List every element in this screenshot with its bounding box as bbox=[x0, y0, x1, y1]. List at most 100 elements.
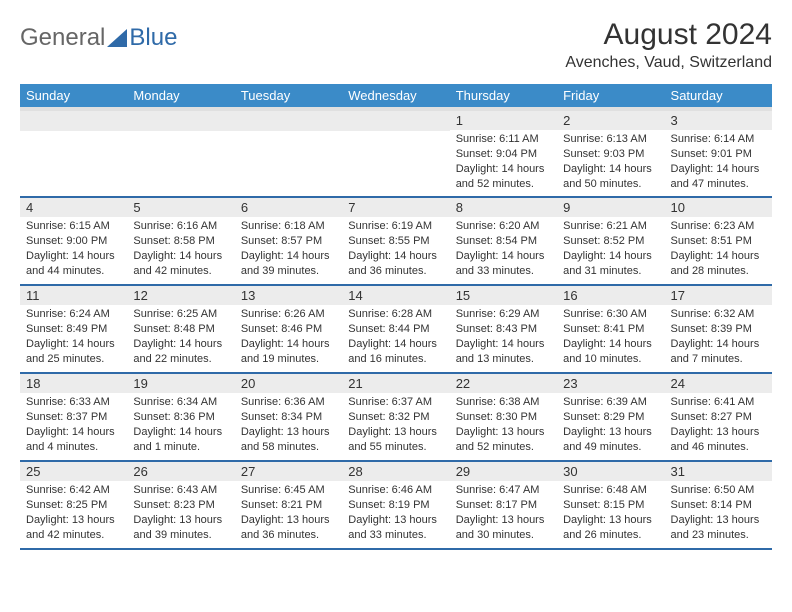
calendar-day-cell: 27 Sunrise: 6:45 AMSunset: 8:21 PMDayligh… bbox=[235, 461, 342, 549]
logo: General Blue bbox=[20, 18, 177, 52]
sunrise-text: Sunrise: 6:29 AM bbox=[456, 307, 551, 322]
weekday-header: Sunday bbox=[20, 84, 127, 109]
day-number-empty bbox=[235, 111, 342, 131]
weekday-header-row: Sunday Monday Tuesday Wednesday Thursday… bbox=[20, 84, 772, 109]
daylight-text: Daylight: 13 hours and 46 minutes. bbox=[671, 425, 766, 455]
sunset-text: Sunset: 8:36 PM bbox=[133, 410, 228, 425]
daylight-text: Daylight: 14 hours and 13 minutes. bbox=[456, 337, 551, 367]
day-details: Sunrise: 6:26 AMSunset: 8:46 PMDaylight:… bbox=[235, 305, 342, 370]
day-details: Sunrise: 6:29 AMSunset: 8:43 PMDaylight:… bbox=[450, 305, 557, 370]
sunrise-text: Sunrise: 6:19 AM bbox=[348, 219, 443, 234]
calendar-day-cell: 20Sunrise: 6:36 AMSunset: 8:34 PMDayligh… bbox=[235, 373, 342, 461]
calendar-day-cell bbox=[235, 109, 342, 197]
calendar-day-cell: 31Sunrise: 6:50 AMSunset: 8:14 PMDayligh… bbox=[665, 461, 772, 549]
sunset-text: Sunset: 8:27 PM bbox=[671, 410, 766, 425]
daylight-text: Daylight: 14 hours and 44 minutes. bbox=[26, 249, 121, 279]
sunset-text: Sunset: 8:29 PM bbox=[563, 410, 658, 425]
sunset-text: Sunset: 8:34 PM bbox=[241, 410, 336, 425]
sunrise-text: Sunrise: 6:38 AM bbox=[456, 395, 551, 410]
sunrise-text: Sunrise: 6:33 AM bbox=[26, 395, 121, 410]
sunset-text: Sunset: 8:25 PM bbox=[26, 498, 121, 513]
calendar-day-cell: 25Sunrise: 6:42 AMSunset: 8:25 PMDayligh… bbox=[20, 461, 127, 549]
daylight-text: Daylight: 14 hours and 19 minutes. bbox=[241, 337, 336, 367]
calendar-day-cell: 11Sunrise: 6:24 AMSunset: 8:49 PMDayligh… bbox=[20, 285, 127, 373]
calendar-week-row: 1Sunrise: 6:11 AMSunset: 9:04 PMDaylight… bbox=[20, 109, 772, 197]
day-number: 22 bbox=[450, 374, 557, 393]
day-number: 9 bbox=[557, 198, 664, 217]
day-number: 11 bbox=[20, 286, 127, 305]
day-details: Sunrise: 6:20 AMSunset: 8:54 PMDaylight:… bbox=[450, 217, 557, 282]
day-details: Sunrise: 6:21 AMSunset: 8:52 PMDaylight:… bbox=[557, 217, 664, 282]
calendar-day-cell: 19Sunrise: 6:34 AMSunset: 8:36 PMDayligh… bbox=[127, 373, 234, 461]
day-number: 14 bbox=[342, 286, 449, 305]
sunset-text: Sunset: 8:21 PM bbox=[241, 498, 336, 513]
sunrise-text: Sunrise: 6:28 AM bbox=[348, 307, 443, 322]
calendar-day-cell bbox=[127, 109, 234, 197]
sunrise-text: Sunrise: 6:42 AM bbox=[26, 483, 121, 498]
daylight-text: Daylight: 14 hours and 22 minutes. bbox=[133, 337, 228, 367]
calendar-day-cell: 4Sunrise: 6:15 AMSunset: 9:00 PMDaylight… bbox=[20, 197, 127, 285]
day-details: Sunrise: 6:30 AMSunset: 8:41 PMDaylight:… bbox=[557, 305, 664, 370]
sunrise-text: Sunrise: 6:46 AM bbox=[348, 483, 443, 498]
calendar-day-cell: 24Sunrise: 6:41 AMSunset: 8:27 PMDayligh… bbox=[665, 373, 772, 461]
day-details: Sunrise: 6:36 AMSunset: 8:34 PMDaylight:… bbox=[235, 393, 342, 458]
calendar-day-cell: 16Sunrise: 6:30 AMSunset: 8:41 PMDayligh… bbox=[557, 285, 664, 373]
day-details: Sunrise: 6:46 AMSunset: 8:19 PMDaylight:… bbox=[342, 481, 449, 546]
daylight-text: Daylight: 14 hours and 42 minutes. bbox=[133, 249, 228, 279]
daylight-text: Daylight: 13 hours and 23 minutes. bbox=[671, 513, 766, 543]
daylight-text: Daylight: 14 hours and 1 minute. bbox=[133, 425, 228, 455]
header: General Blue August 2024 Avenches, Vaud,… bbox=[20, 18, 772, 72]
day-number: 23 bbox=[557, 374, 664, 393]
sunrise-text: Sunrise: 6:37 AM bbox=[348, 395, 443, 410]
calendar-day-cell bbox=[20, 109, 127, 197]
day-number: 25 bbox=[20, 462, 127, 481]
day-number: 19 bbox=[127, 374, 234, 393]
daylight-text: Daylight: 14 hours and 7 minutes. bbox=[671, 337, 766, 367]
daylight-text: Daylight: 14 hours and 16 minutes. bbox=[348, 337, 443, 367]
day-number: 7 bbox=[342, 198, 449, 217]
sunrise-text: Sunrise: 6:23 AM bbox=[671, 219, 766, 234]
day-details: Sunrise: 6:23 AMSunset: 8:51 PMDaylight:… bbox=[665, 217, 772, 282]
sunset-text: Sunset: 8:17 PM bbox=[456, 498, 551, 513]
daylight-text: Daylight: 13 hours and 55 minutes. bbox=[348, 425, 443, 455]
calendar-week-row: 25Sunrise: 6:42 AMSunset: 8:25 PMDayligh… bbox=[20, 461, 772, 549]
weekday-header: Tuesday bbox=[235, 84, 342, 109]
daylight-text: Daylight: 13 hours and 58 minutes. bbox=[241, 425, 336, 455]
sunrise-text: Sunrise: 6:43 AM bbox=[133, 483, 228, 498]
daylight-text: Daylight: 14 hours and 39 minutes. bbox=[241, 249, 336, 279]
calendar-week-row: 18Sunrise: 6:33 AMSunset: 8:37 PMDayligh… bbox=[20, 373, 772, 461]
daylight-text: Daylight: 13 hours and 39 minutes. bbox=[133, 513, 228, 543]
calendar-day-cell: 29Sunrise: 6:47 AMSunset: 8:17 PMDayligh… bbox=[450, 461, 557, 549]
sunset-text: Sunset: 8:19 PM bbox=[348, 498, 443, 513]
day-number: 27 bbox=[235, 462, 342, 481]
sunset-text: Sunset: 8:51 PM bbox=[671, 234, 766, 249]
logo-triangle-icon bbox=[107, 29, 127, 47]
calendar-day-cell: 12Sunrise: 6:25 AMSunset: 8:48 PMDayligh… bbox=[127, 285, 234, 373]
sunrise-text: Sunrise: 6:45 AM bbox=[241, 483, 336, 498]
day-number: 10 bbox=[665, 198, 772, 217]
daylight-text: Daylight: 13 hours and 42 minutes. bbox=[26, 513, 121, 543]
calendar-day-cell: 15Sunrise: 6:29 AMSunset: 8:43 PMDayligh… bbox=[450, 285, 557, 373]
weekday-header: Wednesday bbox=[342, 84, 449, 109]
sunset-text: Sunset: 9:04 PM bbox=[456, 147, 551, 162]
day-number: 12 bbox=[127, 286, 234, 305]
day-details: Sunrise: 6:11 AMSunset: 9:04 PMDaylight:… bbox=[450, 130, 557, 195]
daylight-text: Daylight: 14 hours and 28 minutes. bbox=[671, 249, 766, 279]
daylight-text: Daylight: 14 hours and 47 minutes. bbox=[671, 162, 766, 192]
day-number-empty bbox=[127, 111, 234, 131]
calendar-day-cell: 18Sunrise: 6:33 AMSunset: 8:37 PMDayligh… bbox=[20, 373, 127, 461]
weekday-header: Monday bbox=[127, 84, 234, 109]
calendar-day-cell: 8Sunrise: 6:20 AMSunset: 8:54 PMDaylight… bbox=[450, 197, 557, 285]
sunrise-text: Sunrise: 6:30 AM bbox=[563, 307, 658, 322]
daylight-text: Daylight: 14 hours and 25 minutes. bbox=[26, 337, 121, 367]
sunset-text: Sunset: 8:23 PM bbox=[133, 498, 228, 513]
sunrise-text: Sunrise: 6:36 AM bbox=[241, 395, 336, 410]
daylight-text: Daylight: 13 hours and 33 minutes. bbox=[348, 513, 443, 543]
daylight-text: Daylight: 13 hours and 52 minutes. bbox=[456, 425, 551, 455]
day-number: 18 bbox=[20, 374, 127, 393]
day-number: 20 bbox=[235, 374, 342, 393]
daylight-text: Daylight: 13 hours and 36 minutes. bbox=[241, 513, 336, 543]
day-details: Sunrise: 6:42 AMSunset: 8:25 PMDaylight:… bbox=[20, 481, 127, 546]
sunrise-text: Sunrise: 6:21 AM bbox=[563, 219, 658, 234]
day-number: 29 bbox=[450, 462, 557, 481]
